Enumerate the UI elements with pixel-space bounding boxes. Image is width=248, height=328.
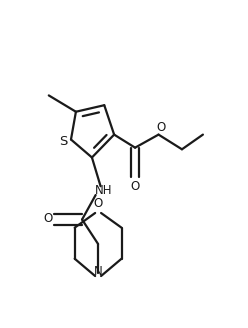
Text: O: O: [43, 212, 52, 225]
Text: N: N: [94, 265, 103, 278]
Text: NH: NH: [95, 184, 112, 196]
Text: O: O: [93, 197, 103, 210]
Text: O: O: [156, 121, 166, 134]
Text: O: O: [130, 180, 140, 193]
Text: S: S: [59, 134, 68, 148]
